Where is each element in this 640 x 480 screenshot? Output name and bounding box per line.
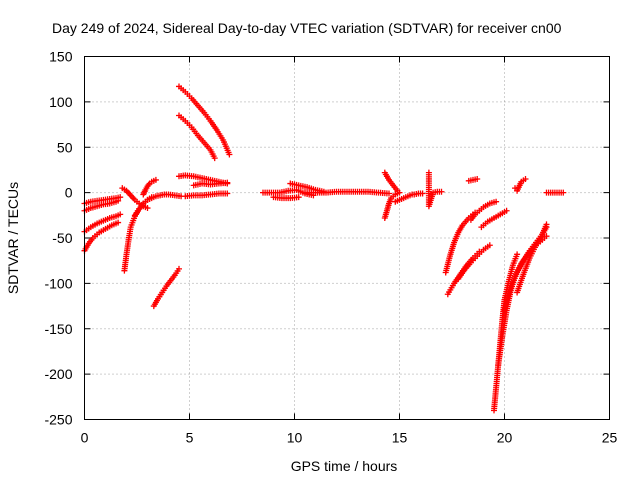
x-tick-label: 0 [81,430,89,446]
data-point [117,194,124,201]
series-arc-a [81,194,124,207]
data-point [503,207,510,214]
data-point [419,190,426,197]
x-tick-label: 15 [392,430,408,446]
data-point [486,242,493,249]
chart-title: Day 249 of 2024, Sidereal Day-to-day VTE… [52,20,562,36]
series-arc-n [190,179,231,189]
series-arc-ai [512,185,518,192]
y-tick-label: -150 [44,321,72,337]
y-tick-label: -250 [44,412,72,428]
data-point [386,190,392,197]
data-point [512,185,518,192]
series-arc-ac [478,207,510,231]
series-arc-d [81,219,122,254]
data-point [176,265,182,272]
data-point [493,198,500,205]
grid-layer [84,56,610,420]
series-arc-aa [467,198,500,223]
series-arc-p [270,194,302,202]
series-arc-aj [543,189,567,196]
data-point [522,176,529,183]
series-arc-c [81,211,124,235]
y-tick-label: -100 [44,275,72,291]
data-point [514,251,521,258]
x-tick-label: 10 [287,430,303,446]
series-arc-ah [514,176,529,194]
series-arc-k [176,112,218,162]
x-axis-label: GPS time / hours [291,458,398,474]
data-point [438,188,445,195]
data-point [144,205,151,212]
data-point [226,151,233,158]
y-tick-label: 150 [49,49,73,65]
series-arc-r [302,188,392,197]
series-arc-i [150,265,182,310]
y-tick-label: 0 [65,185,73,201]
x-tick-label: 25 [602,430,618,446]
y-axis-label: SDTVAR / TECUs [5,182,21,294]
series-arc-s [381,189,403,222]
y-tick-label: -50 [52,230,72,246]
data-point [211,155,218,162]
x-tick-label: 5 [186,430,194,446]
data-point [543,221,550,228]
series-arc-v [411,190,426,198]
y-tick-label: 100 [49,94,73,110]
series-arc-t [381,169,401,194]
series-arc-ag [514,221,550,296]
series-arc-ae [495,233,550,369]
series-arc-j [176,83,233,158]
y-tick-label: 50 [57,139,73,155]
data-point [117,211,124,218]
points-layer [81,83,567,414]
data-point [115,197,122,204]
data-point [115,219,122,226]
data-point [543,233,550,240]
data-point [560,189,567,196]
series-arc-w [425,169,445,210]
series-arc-g [131,191,185,219]
series-arc-e [121,194,155,274]
x-tick-label: 20 [497,430,513,446]
series-arc-ab [465,176,481,184]
series-arc-h [140,176,159,198]
data-point [152,176,159,183]
data-point [394,187,401,194]
data-point [474,176,481,183]
series-arc-z [455,242,493,282]
plot-frame [84,56,610,420]
data-point [224,179,231,186]
data-point [295,194,302,201]
y-tick-label: -200 [44,366,72,382]
series-arc-m [182,190,231,200]
data-point [224,190,231,197]
ticks-layer: 0 5 10 15 20 25 150 100 50 0 -50 -100 -150 -200 -250 [44,49,617,446]
